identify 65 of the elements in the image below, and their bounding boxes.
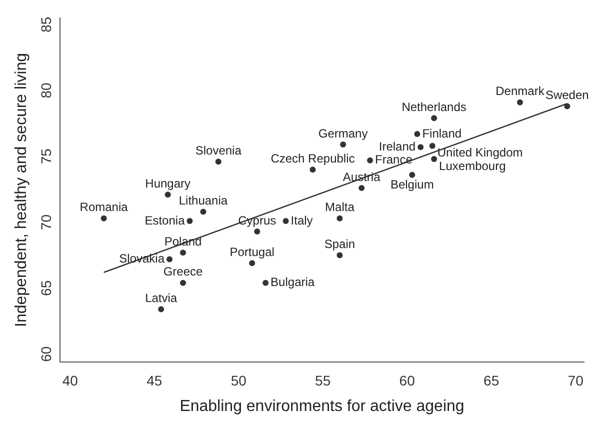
point <box>409 172 416 178</box>
x-tick-label: 45 <box>146 372 162 388</box>
annotation: Spain <box>324 237 356 252</box>
x-tick-label: 60 <box>399 372 416 388</box>
annotation: Luxembourg <box>439 158 506 173</box>
point <box>158 306 164 312</box>
annotation: Belgium <box>390 178 434 192</box>
point <box>367 157 374 164</box>
point <box>262 280 269 286</box>
y-tick-label: 65 <box>38 280 54 296</box>
annotation: Netherlands <box>402 100 466 114</box>
point <box>180 250 186 256</box>
annotation: Malta <box>325 200 355 214</box>
annotation: Denmark <box>496 84 546 98</box>
annotation: Czech Republic <box>270 151 355 166</box>
annotation: Portugal <box>230 244 274 259</box>
annotation: Greece <box>163 264 203 279</box>
annotation: Finland <box>422 126 462 140</box>
annotation: Latvia <box>145 291 178 306</box>
y-tick-label: 70 <box>38 214 54 230</box>
x-axis-title: Enabling environments for active ageing <box>180 398 464 415</box>
x-tick-label: 50 <box>230 372 247 388</box>
annotation: United Kingdom <box>437 146 523 160</box>
point <box>431 115 438 122</box>
point <box>418 144 424 150</box>
annotation: Hungary <box>145 176 191 190</box>
y-tick-label: 60 <box>38 346 54 362</box>
x-tick-label: 55 <box>315 372 331 388</box>
point <box>215 158 222 165</box>
point <box>414 130 420 137</box>
annotation: Lithuania <box>178 194 228 208</box>
point <box>564 103 570 110</box>
annotation: Italy <box>290 213 313 228</box>
point <box>336 252 343 258</box>
point <box>336 215 343 222</box>
annotation: Romania <box>80 200 128 214</box>
point <box>282 218 289 224</box>
x-tick-label: 65 <box>484 372 500 388</box>
x-tick-label: 40 <box>62 372 78 388</box>
point <box>200 208 206 215</box>
annotation: Ireland <box>378 139 416 154</box>
point <box>164 192 171 198</box>
annotation: Estonia <box>144 213 186 228</box>
point <box>186 218 193 224</box>
annotation: Sweden <box>545 88 589 102</box>
annotation: Slovenia <box>195 143 242 158</box>
point <box>254 228 260 235</box>
point <box>429 142 436 149</box>
point <box>340 142 346 148</box>
point <box>310 166 316 173</box>
annotation: Germany <box>318 126 368 140</box>
annotation: France <box>375 152 413 167</box>
point <box>249 260 256 266</box>
point <box>166 256 173 262</box>
y-tick-label: 80 <box>38 82 54 98</box>
y-axis-title: Independent, healthy and secure living <box>13 53 30 327</box>
point <box>431 156 438 162</box>
point <box>100 215 107 222</box>
y-tick-label: 85 <box>38 16 54 32</box>
y-tick-label: 75 <box>38 148 54 164</box>
point <box>180 280 186 286</box>
point <box>358 185 365 192</box>
point <box>516 99 523 106</box>
x-tick-label: 70 <box>568 372 584 388</box>
annotation: Bulgaria <box>270 275 315 290</box>
